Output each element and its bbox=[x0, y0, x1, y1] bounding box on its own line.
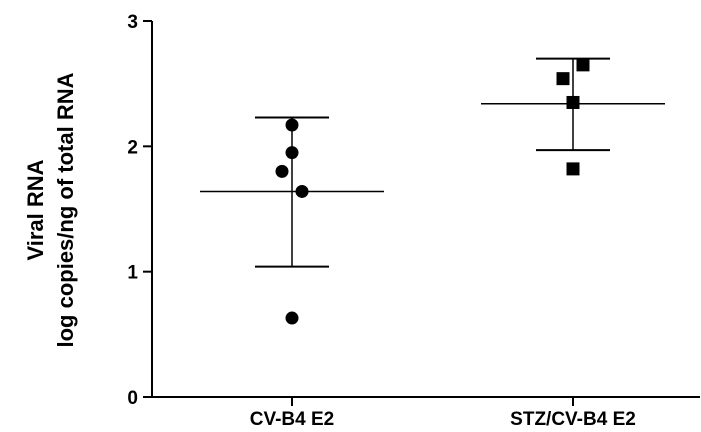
y-tick-label: 0 bbox=[127, 388, 138, 409]
data-point-circle bbox=[285, 146, 299, 160]
data-point-square bbox=[566, 162, 580, 176]
data-point-circle bbox=[295, 184, 309, 198]
data-point-square bbox=[556, 72, 570, 86]
y-axis-label: Viral RNA log copies/ng of total RNA bbox=[23, 72, 78, 347]
y-tick-label: 1 bbox=[127, 263, 138, 284]
data-point-circle bbox=[285, 118, 299, 132]
y-tick-label: 3 bbox=[127, 12, 138, 33]
data-point-square bbox=[566, 95, 580, 109]
data-point-circle bbox=[285, 311, 299, 325]
x-category-labels: CV-B4 E2 STZ/CV-B4 E2 bbox=[250, 397, 636, 430]
error-bars bbox=[200, 57, 665, 268]
y-axis-label-line-2: log copies/ng of total RNA bbox=[53, 72, 78, 347]
data-point-circle bbox=[275, 164, 289, 178]
axes bbox=[151, 21, 700, 398]
y-ticks: 0 1 2 3 bbox=[127, 12, 152, 409]
y-tick-label: 2 bbox=[127, 137, 138, 158]
x-category-label: STZ/CV-B4 E2 bbox=[510, 409, 636, 430]
data-points bbox=[275, 58, 590, 325]
x-category-label: CV-B4 E2 bbox=[250, 409, 334, 430]
data-point-square bbox=[576, 58, 590, 72]
y-axis-label-line-1: Viral RNA bbox=[23, 159, 48, 260]
